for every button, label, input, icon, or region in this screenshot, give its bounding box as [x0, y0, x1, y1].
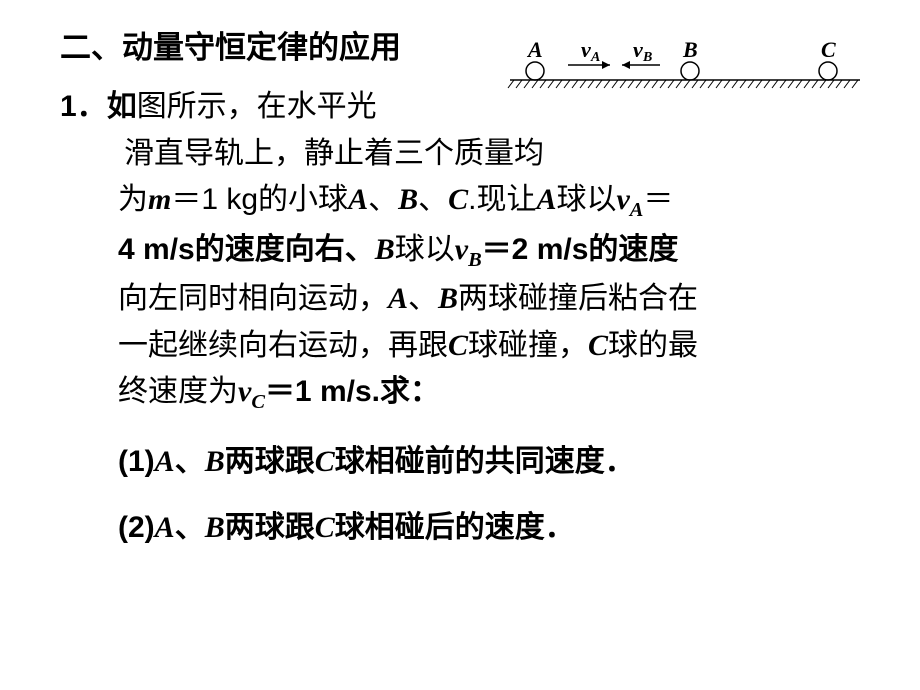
- var-C: C: [588, 329, 608, 362]
- t: 两球跟: [225, 445, 315, 478]
- sub-A: A: [630, 199, 644, 221]
- problem-line-1: 1．如图所示，在水平光: [60, 84, 860, 131]
- t: 球相碰后的速度．: [335, 511, 575, 544]
- sub-C: C: [251, 391, 265, 413]
- t: 为: [118, 183, 148, 216]
- var-A: A: [155, 511, 175, 544]
- t: 、: [368, 183, 398, 216]
- q2-prefix: (2): [118, 511, 155, 544]
- q1-prefix: (1): [118, 445, 155, 478]
- var-B: B: [375, 233, 395, 266]
- svg-text:B: B: [642, 50, 652, 65]
- t: 终速度为: [118, 375, 238, 408]
- var-A: A: [388, 282, 408, 315]
- var-C: C: [315, 445, 335, 478]
- var-B: B: [438, 282, 458, 315]
- t: 球以: [556, 183, 616, 216]
- body-line-3: 为m＝1 kg的小球A、B、C.现让A球以vA＝: [60, 177, 860, 227]
- var-C: C: [315, 511, 335, 544]
- svg-text:A: A: [590, 50, 600, 65]
- t: 球以: [395, 233, 455, 266]
- t: 两球碰撞后粘合在: [458, 282, 698, 315]
- t: 一起继续向右运动，再跟: [118, 329, 448, 362]
- t: ＝1 kg的小球: [171, 183, 348, 216]
- t: 、: [418, 183, 448, 216]
- t: 球碰撞，: [468, 329, 588, 362]
- t: 向左同时相向运动，: [118, 282, 388, 315]
- question-1: (1)A、B两球跟C球相碰前的共同速度．: [60, 439, 860, 486]
- var-m: m: [148, 183, 171, 216]
- header-row: 二、动量守恒定律的应用 ABCvAvB: [60, 22, 860, 70]
- svg-text:C: C: [821, 37, 836, 62]
- lead-bold: 如: [107, 90, 137, 123]
- var-C: C: [448, 329, 468, 362]
- var-C: C: [448, 183, 468, 216]
- svg-text:v: v: [633, 37, 643, 62]
- t: 、: [175, 511, 205, 544]
- var-v: v: [455, 233, 468, 266]
- body-line-7: 终速度为vC＝1 m/s.求：: [60, 369, 860, 419]
- t: ＝1 m/s.求：: [265, 375, 440, 408]
- lead-text: 图所示，在水平光: [137, 90, 377, 123]
- body-line-6: 一起继续向右运动，再跟C球碰撞，C球的最: [60, 323, 860, 370]
- svg-text:B: B: [682, 37, 698, 62]
- var-v: v: [238, 375, 251, 408]
- physics-diagram: ABCvAvB: [500, 20, 870, 90]
- section-title: 二、动量守恒定律的应用: [60, 22, 401, 67]
- question-2: (2)A、B两球跟C球相碰后的速度．: [60, 505, 860, 552]
- var-B: B: [205, 511, 225, 544]
- t: .现让: [468, 183, 536, 216]
- var-A: A: [536, 183, 556, 216]
- t: 、: [408, 282, 438, 315]
- t: 球的最: [608, 329, 698, 362]
- var-A: A: [155, 445, 175, 478]
- t: 球相碰前的共同速度．: [335, 445, 635, 478]
- svg-text:A: A: [526, 37, 543, 62]
- problem-line-2: 滑直导轨上，静止着三个质量均: [60, 131, 860, 178]
- body-line-5: 向左同时相向运动，A、B两球碰撞后粘合在: [60, 276, 860, 323]
- problem-number: 1．: [60, 90, 107, 123]
- body-line-4: 4 m/s的速度向右、B球以vB＝2 m/s的速度: [60, 227, 860, 277]
- sub-B: B: [468, 249, 482, 271]
- t: ＝: [643, 183, 673, 216]
- t: 4 m/s的速度向右、: [118, 233, 375, 266]
- var-A: A: [348, 183, 368, 216]
- t: 两球跟: [225, 511, 315, 544]
- t: 、: [175, 445, 205, 478]
- page-root: 二、动量守恒定律的应用 ABCvAvB 1．如图所示，在水平光 滑直导轨上，静止…: [0, 0, 920, 690]
- t: ＝2 m/s的速度: [482, 233, 679, 266]
- var-v: v: [616, 183, 629, 216]
- var-B: B: [398, 183, 418, 216]
- var-B: B: [205, 445, 225, 478]
- svg-text:v: v: [581, 37, 591, 62]
